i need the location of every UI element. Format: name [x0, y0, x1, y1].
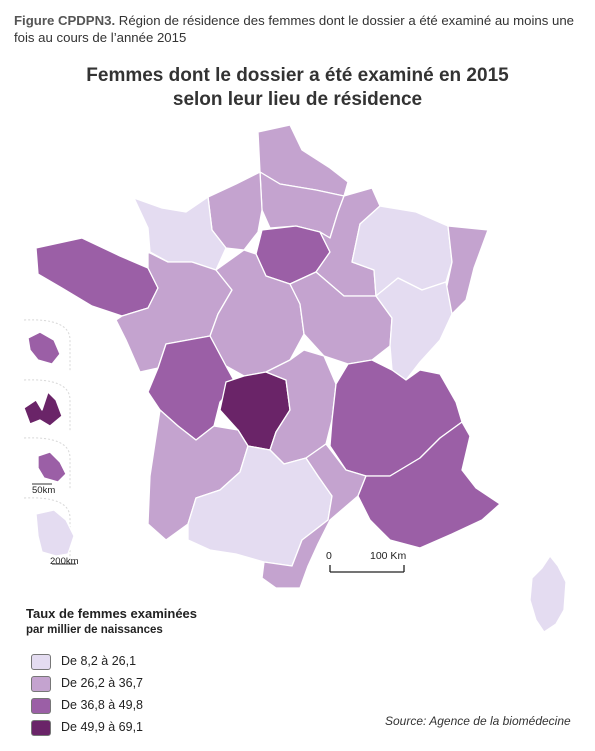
region-bourgogne[interactable] [289, 271, 393, 365]
region-franche-comte[interactable] [375, 277, 453, 381]
figure-label: Figure CPDPN3. [14, 13, 116, 28]
scale-zero-label: 0 [326, 550, 332, 562]
legend-subtitle: par millier de naissances [26, 624, 163, 636]
region-basse-normandie[interactable] [133, 196, 227, 271]
region-provence-alpes-cote-dazur[interactable] [357, 421, 501, 549]
inset-martinique[interactable] [27, 331, 61, 365]
region-languedoc-roussillon[interactable] [261, 443, 367, 589]
inset-scale-label-guyane: 200km [50, 556, 79, 567]
legend-label: De 49,9 à 69,1 [61, 720, 144, 734]
legend-swatch [31, 720, 51, 736]
map-title: Femmes dont le dossier a été examiné en … [0, 64, 595, 112]
region-alsace[interactable] [443, 225, 489, 315]
figure-caption: Figure CPDPN3. Région de résidence des f… [14, 12, 584, 46]
inset-frames [23, 319, 71, 564]
mainland-france [35, 124, 567, 633]
legend-title: Taux de femmes examinées [26, 606, 198, 621]
map-title-line-1: Femmes dont le dossier a été examiné en … [86, 65, 509, 86]
legend-swatch [31, 676, 51, 692]
legend-swatch [31, 654, 51, 670]
inset-guadeloupe[interactable] [23, 391, 63, 427]
inset-la-reunion[interactable] [37, 451, 67, 483]
legend-swatch [31, 698, 51, 714]
inset-guyane[interactable] [35, 509, 75, 557]
scale-bar [329, 565, 405, 573]
legend-label: De 36,8 à 49,8 [61, 698, 144, 712]
legend-label: De 26,2 à 36,7 [61, 676, 144, 690]
region-bretagne[interactable] [35, 237, 159, 317]
figure-caption-text: Région de résidence des femmes dont le d… [14, 13, 575, 45]
inset-scale-label-reunion: 50km [32, 485, 56, 496]
legend-label: De 8,2 à 26,1 [61, 654, 137, 668]
region-corse[interactable] [529, 555, 567, 633]
map-title-line-2: selon leur lieu de résidence [172, 89, 423, 110]
scale-distance-label: 100 Km [370, 550, 407, 562]
source-note: Source: Agence de la biomédecine [385, 714, 571, 728]
